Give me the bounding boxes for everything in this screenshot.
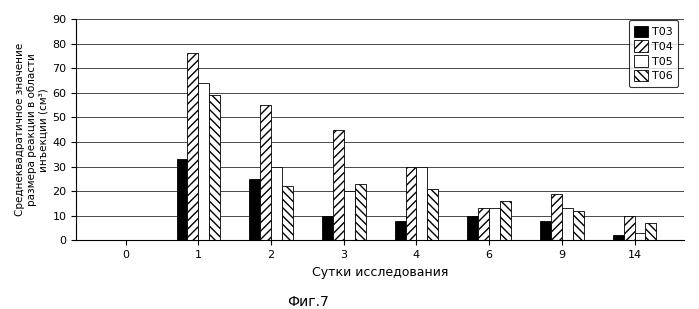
Bar	[395, 221, 405, 240]
Text: Фиг.7: Фиг.7	[287, 295, 329, 309]
Bar	[344, 191, 354, 240]
Bar	[199, 83, 209, 240]
Bar	[478, 208, 489, 240]
Bar	[333, 130, 344, 240]
Bar	[500, 201, 511, 240]
Bar	[562, 208, 572, 240]
Bar	[613, 235, 624, 240]
Bar	[187, 53, 199, 240]
Bar	[427, 188, 438, 240]
Bar	[322, 216, 333, 240]
Legend: T03, T04, T05, T06: T03, T04, T05, T06	[628, 20, 679, 87]
Bar	[572, 211, 584, 240]
Bar	[177, 159, 187, 240]
Bar	[282, 186, 293, 240]
Y-axis label: Среднеквадратичное значение
размера реакции в области
инъекции (см³): Среднеквадратичное значение размера реак…	[15, 43, 48, 216]
Bar	[624, 216, 635, 240]
Bar	[260, 105, 271, 240]
Bar	[489, 208, 500, 240]
Bar	[540, 221, 551, 240]
Bar	[250, 179, 260, 240]
Bar	[405, 167, 417, 240]
Bar	[645, 223, 656, 240]
Bar	[551, 193, 562, 240]
X-axis label: Сутки исследования: Сутки исследования	[312, 265, 448, 278]
Bar	[635, 233, 645, 240]
Bar	[209, 95, 220, 240]
Bar	[468, 216, 478, 240]
Bar	[417, 167, 427, 240]
Bar	[271, 167, 282, 240]
Bar	[354, 184, 366, 240]
